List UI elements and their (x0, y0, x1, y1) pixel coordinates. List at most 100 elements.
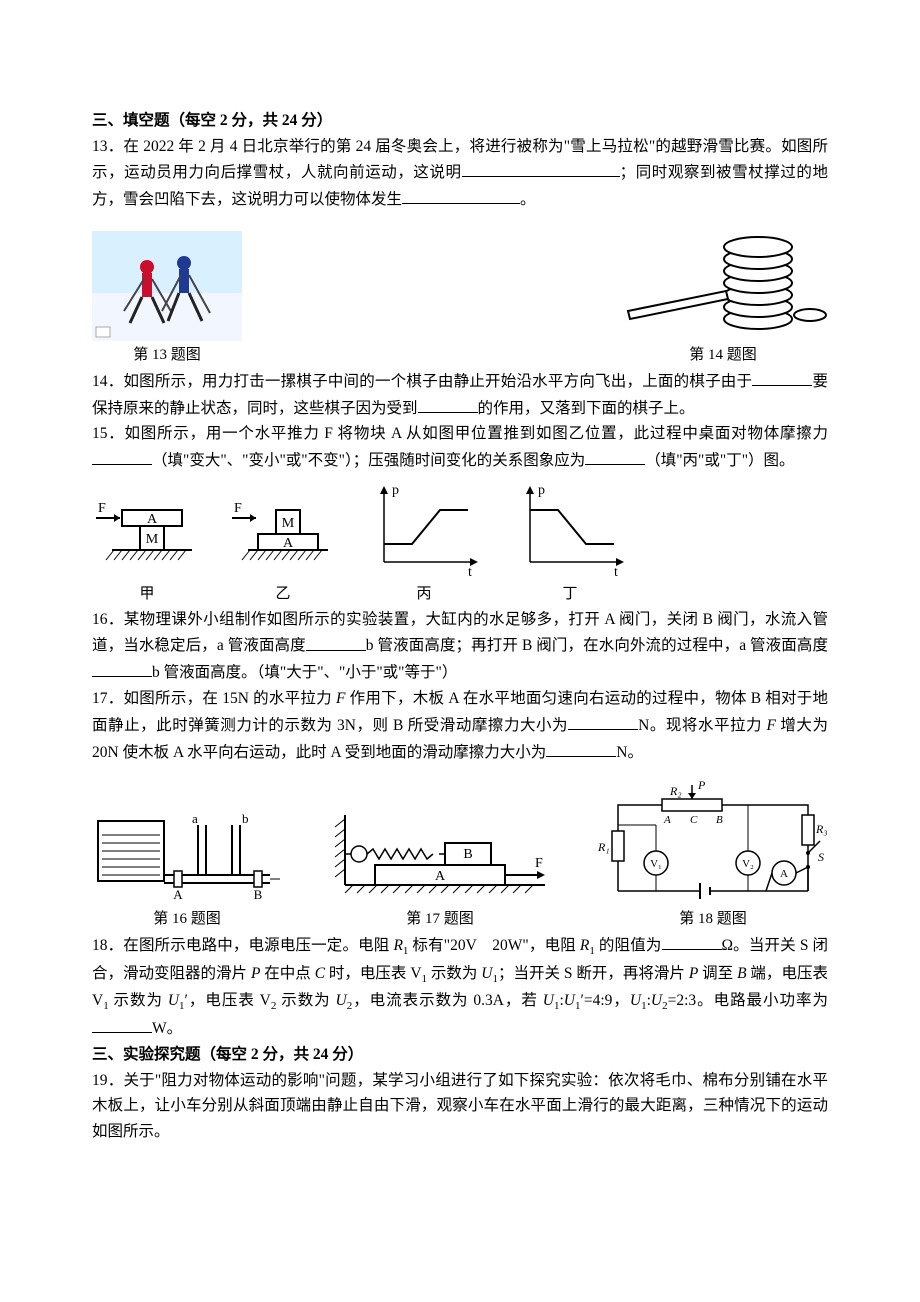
svg-text:B: B (254, 887, 263, 902)
q18-text: 18．在图所示电路中，电源电压一定。电阻 R1 标有"20V 20W"，电阻 R… (92, 932, 828, 1042)
q16-text: 16．某物理课外小组制作如图所示的实验装置，大缸内的水足够多，打开 A 阀门，关… (92, 607, 828, 686)
fig-row-15: M A F 甲 A M (92, 480, 828, 607)
q18-Ur1s: 1 (554, 1000, 560, 1012)
q18-Ur2as: 1 (641, 1000, 647, 1012)
svg-text:b: b (242, 811, 249, 826)
board-spring-icon: A B F (325, 795, 555, 905)
q18-m7: 示数为 (109, 992, 168, 1009)
q18-m5: 调至 (698, 965, 737, 982)
block-jia-icon: M A F (92, 480, 202, 580)
q18-blank1 (662, 932, 722, 950)
q18-C: C (315, 965, 325, 982)
svg-text:P: P (697, 778, 706, 792)
svg-text:A: A (435, 869, 446, 884)
fig15-bing: p t 丙 (364, 480, 484, 607)
q17-blank2 (546, 739, 616, 757)
svg-text:A: A (173, 887, 183, 902)
q17-blank1 (568, 712, 638, 730)
fig14-col: 第 14 题图 (618, 221, 828, 368)
fig15-yi: A M F 乙 (228, 480, 338, 607)
q19-text: 19．关于"阻力对物体运动的影响"问题，某学习小组进行了如下探究实验：依次将毛巾… (92, 1068, 828, 1145)
fig17-caption: 第 17 题图 (406, 907, 474, 932)
q17-F1: F (336, 690, 345, 707)
section-exp-title: 三、实验探究题（每空 2 分，共 24 分） (92, 1042, 828, 1068)
fig15-ding-cap: 丁 (562, 582, 577, 607)
svg-text:S: S (818, 850, 824, 864)
checker-stack-icon (618, 221, 828, 341)
fig15-ding: p t 丁 (510, 480, 630, 607)
svg-text:t: t (468, 565, 472, 580)
q15-blank1 (92, 447, 152, 465)
fig13-caption: 第 13 题图 (133, 343, 201, 368)
q18-Ur2b: U (651, 992, 662, 1009)
q18-Ur1p: U (564, 992, 575, 1009)
q18-U1p: U (168, 992, 179, 1009)
svg-text:A: A (780, 868, 788, 880)
block-yi-icon: A M F (228, 480, 338, 580)
svg-text:t: t (614, 565, 618, 580)
fig16-caption: 第 16 题图 (153, 907, 221, 932)
q17-e: N。 (616, 744, 643, 761)
svg-text:A: A (663, 814, 671, 826)
svg-text:F: F (98, 501, 106, 516)
svg-text:A: A (283, 536, 294, 551)
q18-m2: 时，电压表 V (325, 965, 421, 982)
q15-a: 15．如图所示，用一个水平推力 F 将物块 A 从如图甲位置推到如图乙位置，此过… (92, 425, 828, 442)
fig15-bing-cap: 丙 (416, 582, 431, 607)
q18-m1: 在中点 (260, 965, 314, 982)
q18-m3: 示数为 (427, 965, 481, 982)
q18-Ur2a: U (630, 992, 641, 1009)
svg-text:p: p (538, 483, 545, 498)
fig17-col: A B F 第 17 题图 (325, 795, 555, 932)
q18-rating: "20V 20W" (444, 937, 529, 954)
q18-m10: ，电流表示数为 0.3A，若 (352, 992, 543, 1009)
q15-blank2 (585, 447, 645, 465)
q18-P2: P (689, 965, 698, 982)
q17-text: 17．如图所示，在 15N 的水平拉力 F 作用下，木板 A 在水平地面匀速向右… (92, 686, 828, 765)
q16-blank1 (306, 632, 366, 650)
q18-R1a-sub: 1 (403, 945, 409, 957)
fig-row-13-14: 第 13 题图 第 14 题图 (92, 221, 828, 368)
q13-blank1 (462, 159, 620, 177)
q18-B: B (737, 965, 746, 982)
q18-P1: P (251, 965, 260, 982)
svg-text:F: F (535, 856, 543, 871)
svg-text:M: M (282, 516, 295, 531)
fig16-col: A a b B 第 16 题图 (92, 795, 282, 932)
q18-m8: ，电压表 V (188, 992, 271, 1009)
svg-text:p: p (392, 483, 399, 498)
q16-blank2 (92, 659, 152, 677)
svg-text:A: A (147, 512, 158, 527)
fig15-jia-cap: 甲 (139, 582, 154, 607)
q18-blank2 (92, 1015, 152, 1033)
section-3-title: 三、填空题（每空 2 分，共 24 分） (92, 108, 828, 134)
q18-ar: ，电阻 (529, 937, 580, 954)
q18-R1b: R (580, 937, 589, 954)
q18-Ur1: U (543, 992, 554, 1009)
ski-photo-icon (92, 231, 242, 341)
svg-text:R₂: R₂ (669, 784, 682, 798)
q18-m4: ；当开关 S 断开，再将滑片 (498, 965, 689, 982)
q18-a: 18．在图所示电路中，电源电压一定。电阻 (92, 937, 393, 954)
q14-blank1 (752, 368, 812, 386)
fig13-col: 第 13 题图 (92, 231, 242, 368)
q18-U1ps: 1 (179, 1000, 185, 1012)
fig18-caption: 第 18 题图 (679, 907, 747, 932)
q14-text: 14．如图所示，用力打击一摞棋子中间的一个棋子由静止开始沿水平方向飞出，上面的棋… (92, 368, 828, 422)
q18-R1a: R (393, 937, 402, 954)
q14-a: 14．如图所示，用力打击一摞棋子中间的一个棋子由静止开始沿水平方向飞出，上面的棋… (92, 373, 752, 390)
svg-text:V₂: V₂ (742, 858, 754, 870)
q13-blank2 (402, 186, 520, 204)
svg-text:F: F (234, 501, 242, 516)
q16-b: b 管液面高度；再打开 B 阀门，在水向外流的过程中，a 管液面高度 (366, 638, 828, 655)
svg-text:V₁: V₁ (650, 858, 662, 870)
q16-c: b 管液面高度。（填"大于"、"小于"或"等于"） (152, 664, 457, 681)
fig14-caption: 第 14 题图 (689, 343, 757, 368)
svg-text:M: M (146, 532, 159, 547)
svg-text:R₁: R₁ (598, 840, 610, 854)
svg-text:a: a (192, 811, 198, 826)
q18-m12: =2:3。电路最小功率为 (668, 992, 828, 1009)
q17-c: N。现将水平拉力 (638, 717, 766, 734)
fig-row-16-17-18: A a b B 第 16 题图 (92, 775, 828, 932)
q15-b: （填"变大"、"变小"或"不变"）；压强随时间变化的关系图象应为 (152, 452, 585, 469)
